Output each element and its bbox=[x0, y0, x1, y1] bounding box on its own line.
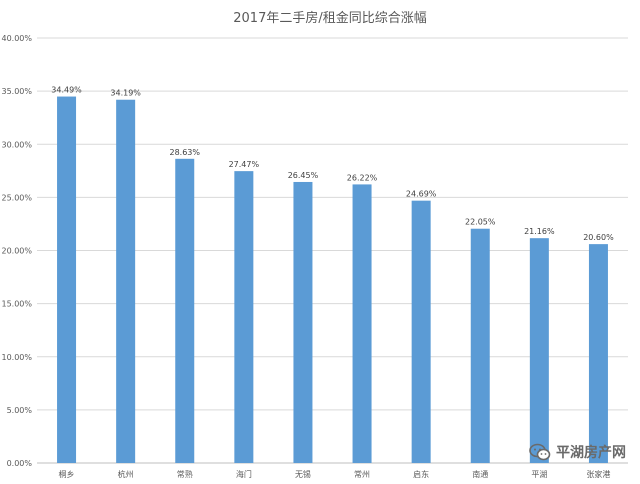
x-tick-label: 无锡 bbox=[295, 470, 311, 479]
x-tick-label: 常州 bbox=[354, 470, 370, 479]
x-tick-label: 海门 bbox=[236, 469, 252, 479]
x-tick-label: 常熟 bbox=[177, 469, 193, 479]
x-tick-label: 杭州 bbox=[118, 469, 134, 479]
data-label: 26.22% bbox=[347, 173, 378, 182]
y-tick-label: 10.00% bbox=[1, 353, 32, 362]
data-label: 34.49% bbox=[51, 86, 82, 95]
data-label: 24.69% bbox=[406, 190, 437, 199]
y-tick-label: 0.00% bbox=[7, 459, 33, 468]
x-tick-label: 启东 bbox=[413, 469, 429, 479]
data-label: 26.45% bbox=[288, 171, 319, 180]
bar bbox=[175, 158, 195, 463]
data-label: 22.05% bbox=[465, 218, 496, 227]
data-label: 21.16% bbox=[524, 227, 555, 236]
bars bbox=[57, 96, 608, 463]
bar bbox=[234, 171, 254, 463]
y-tick-label: 20.00% bbox=[1, 247, 32, 256]
x-tick-label: 南通 bbox=[472, 469, 488, 479]
watermark-text: 平湖房产网 bbox=[556, 445, 626, 461]
y-axis-ticks: 0.00% 5.00% 10.00% 15.00% 20.00% 25.00% 30.00%… bbox=[1, 34, 32, 468]
watermark: 平湖房产网 bbox=[529, 442, 626, 462]
y-tick-label: 35.00% bbox=[1, 87, 32, 96]
bar bbox=[57, 96, 77, 463]
data-label: 28.63% bbox=[169, 148, 200, 157]
bar bbox=[116, 99, 136, 463]
y-tick-label: 40.00% bbox=[1, 34, 32, 43]
chart-title: 2017年二手房/租金同比综合涨幅 bbox=[233, 10, 426, 26]
x-tick-label: 桐乡 bbox=[59, 469, 75, 479]
gridlines bbox=[37, 37, 628, 464]
data-label: 27.47% bbox=[229, 160, 260, 169]
wechat-icon bbox=[529, 443, 551, 461]
y-tick-label: 5.00% bbox=[7, 406, 33, 415]
x-axis-ticks: 桐乡 杭州 常熟 海门 无锡 常州 启东 南通 平湖 张家港 bbox=[59, 469, 611, 479]
bar bbox=[588, 244, 608, 463]
bar bbox=[352, 184, 372, 463]
bar bbox=[529, 238, 549, 463]
bar bbox=[411, 200, 431, 463]
data-label: 20.60% bbox=[583, 233, 614, 242]
y-tick-label: 30.00% bbox=[1, 140, 32, 149]
x-tick-label: 张家港 bbox=[586, 469, 610, 479]
y-tick-label: 15.00% bbox=[1, 300, 32, 309]
bar bbox=[293, 181, 313, 463]
data-label: 34.19% bbox=[110, 89, 141, 98]
x-tick-label: 平湖 bbox=[531, 470, 547, 479]
data-labels: 34.49% 34.19% 28.63% 27.47% 26.45% 26.22% 24.6… bbox=[51, 86, 614, 243]
bar bbox=[470, 228, 490, 463]
y-tick-label: 25.00% bbox=[1, 193, 32, 202]
